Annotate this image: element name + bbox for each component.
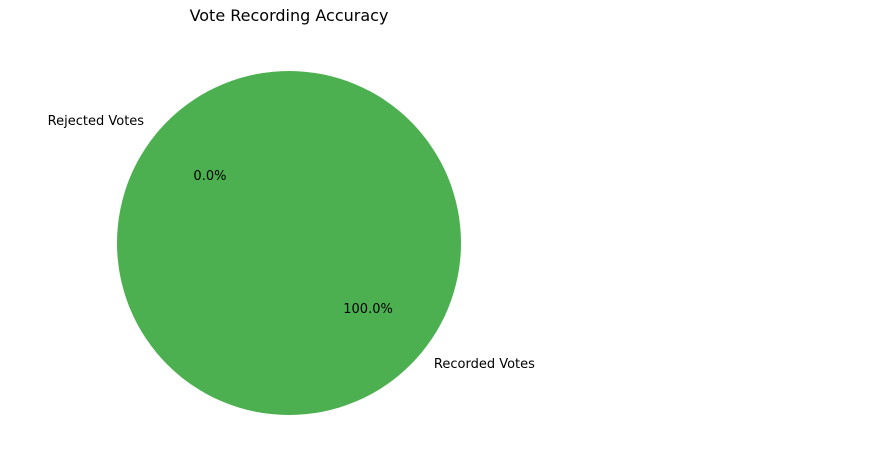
pct-label-recorded-votes: 100.0% (343, 302, 393, 317)
pct-label-rejected-votes: 0.0% (193, 169, 226, 184)
pie-labels: Recorded Votes 100.0% Rejected Votes 0.0% (48, 114, 535, 372)
slice-label-rejected-votes: Rejected Votes (48, 114, 145, 129)
pie-slices (117, 71, 461, 415)
slice-label-recorded-votes: Recorded Votes (434, 357, 535, 372)
chart-title: Vote Recording Accuracy (190, 6, 389, 25)
pie-slice-recorded-votes (117, 71, 461, 415)
